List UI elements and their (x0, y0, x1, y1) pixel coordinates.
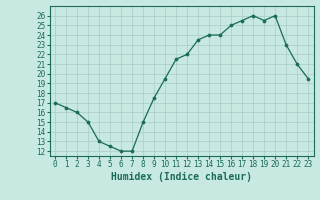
X-axis label: Humidex (Indice chaleur): Humidex (Indice chaleur) (111, 172, 252, 182)
